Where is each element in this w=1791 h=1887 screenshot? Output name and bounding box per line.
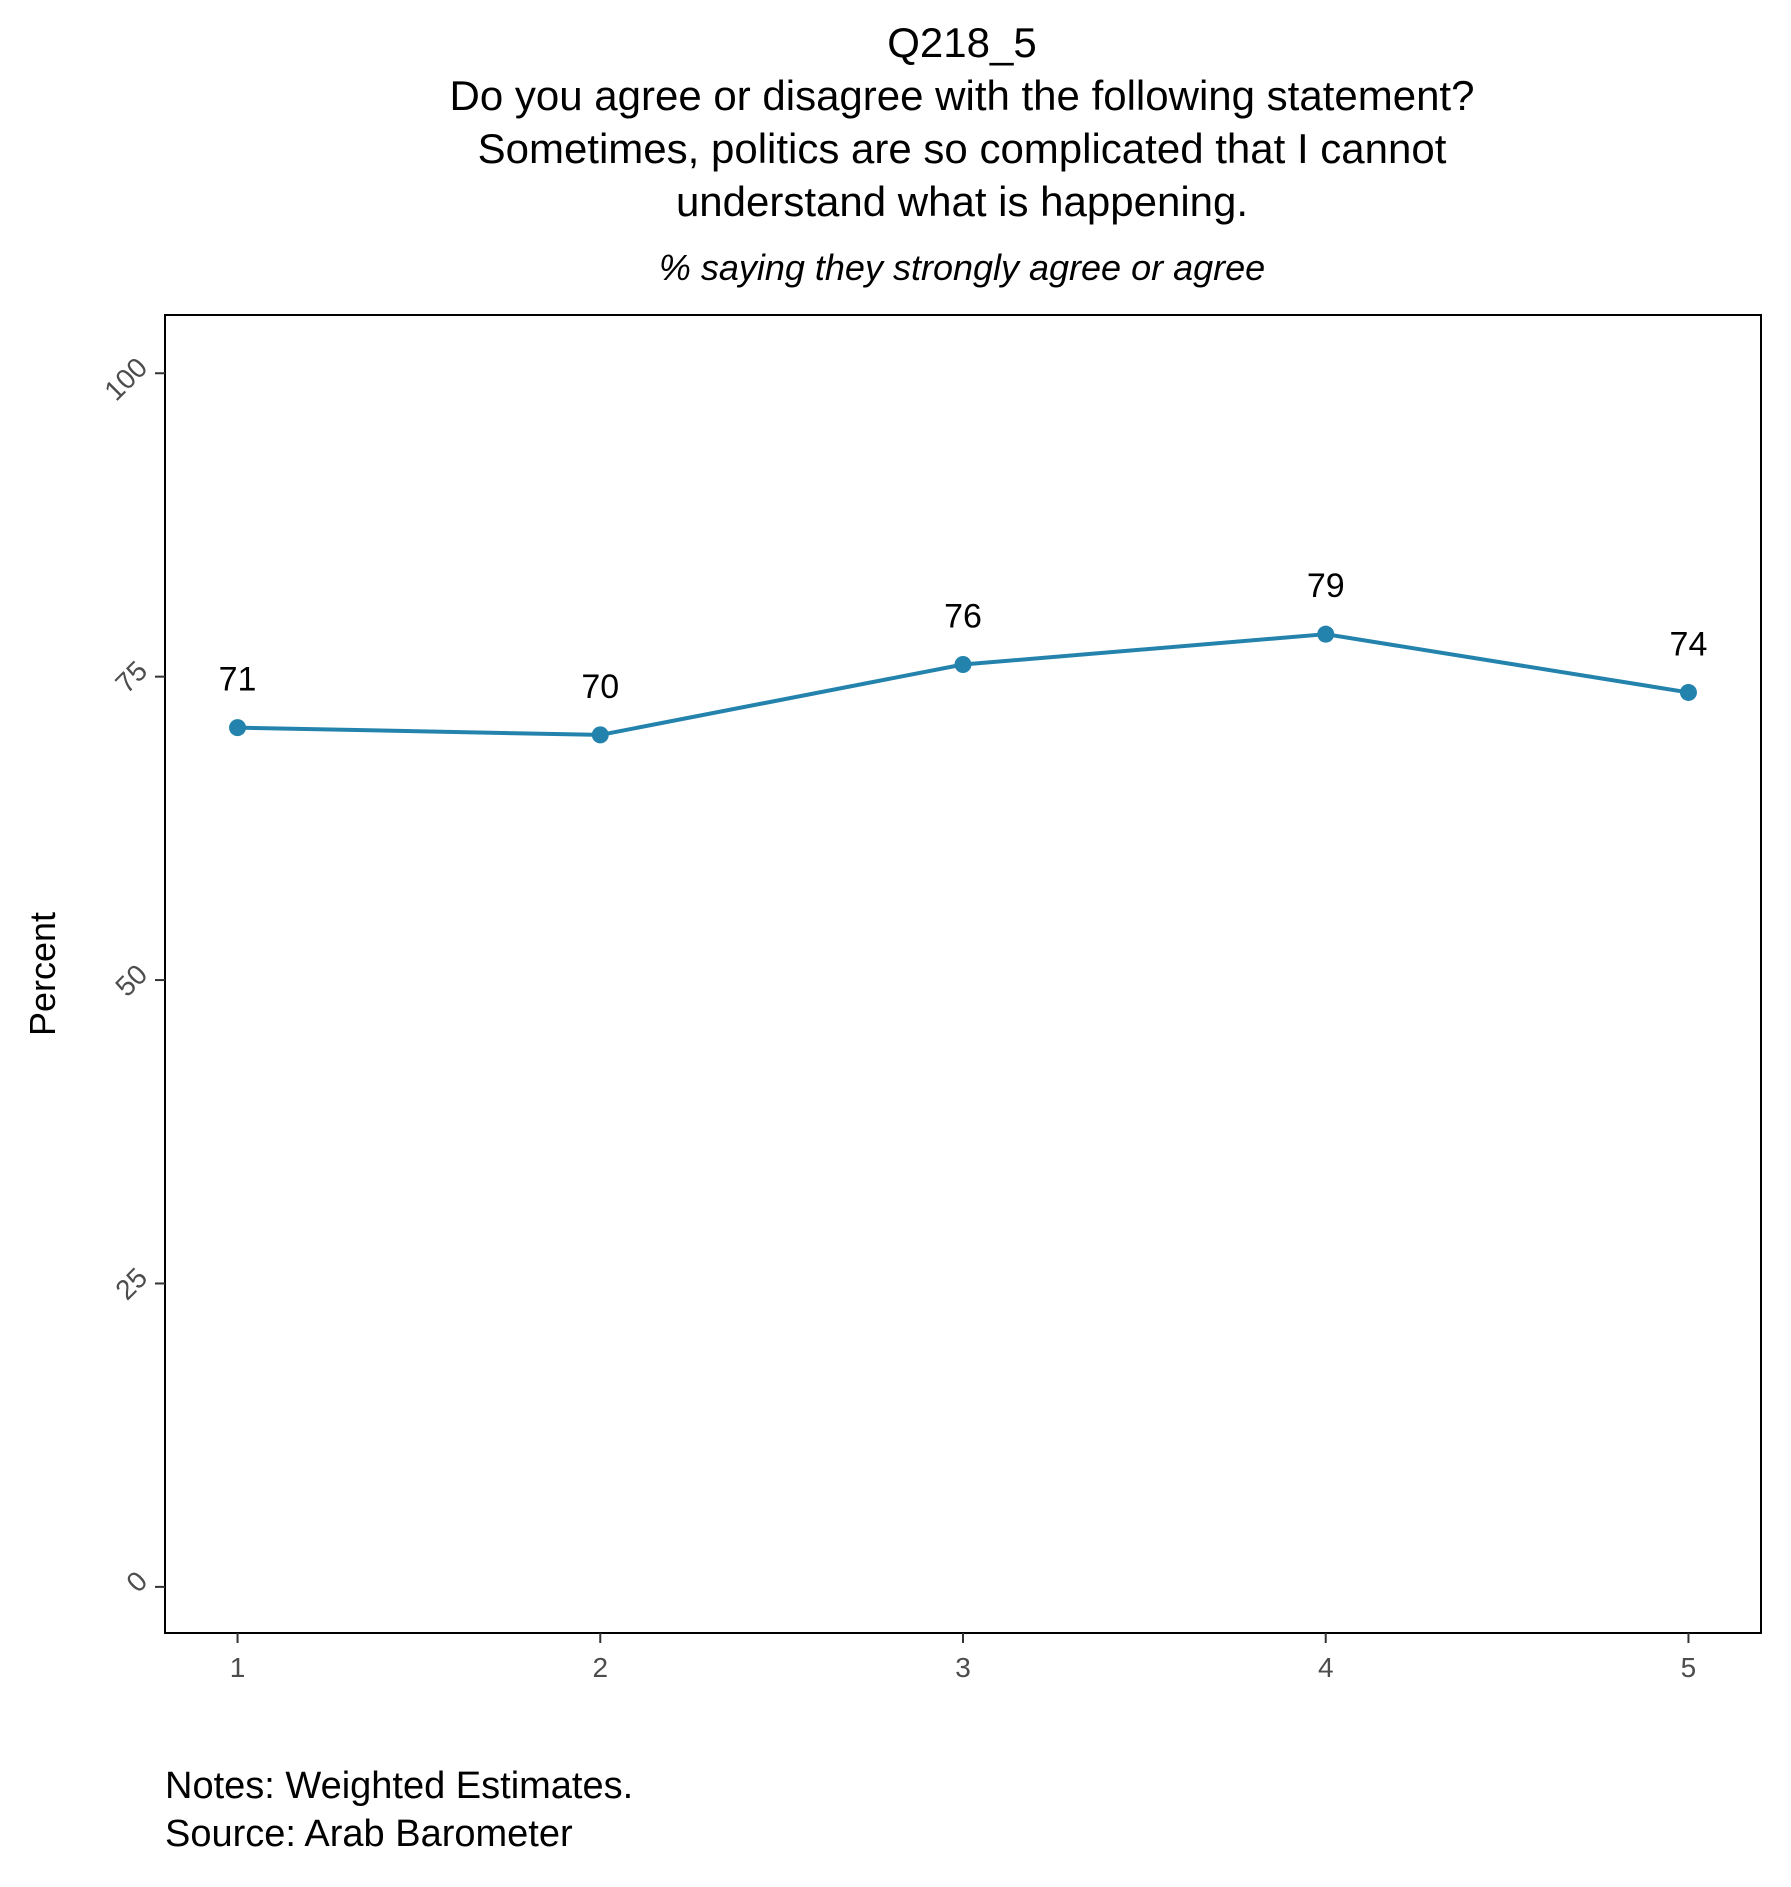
y-axis-label: Percent [22, 912, 63, 1036]
y-tick-label: 0 [120, 1565, 153, 1598]
x-tick-label: 1 [230, 1652, 246, 1683]
chart-title-line: Do you agree or disagree with the follow… [450, 72, 1475, 119]
chart-title-line: understand what is happening. [676, 178, 1248, 225]
chart-title-line: Q218_5 [887, 19, 1036, 66]
data-label: 74 [1670, 625, 1708, 663]
y-tick-label: 50 [109, 958, 153, 1002]
data-point [1317, 625, 1335, 643]
data-label: 71 [219, 661, 257, 699]
data-label: 79 [1307, 567, 1345, 605]
plot-panel [164, 314, 1762, 1634]
data-labels: 71 70 76 79 74 [219, 567, 1708, 706]
x-tick-label: 4 [1318, 1652, 1334, 1683]
x-tick-label: 2 [592, 1652, 608, 1683]
x-tick-label: 3 [955, 1652, 971, 1683]
x-axis: 1 2 3 4 5 [230, 1633, 1696, 1683]
chart-title: Q218_5 Do you agree or disagree with the… [450, 19, 1475, 225]
x-tick-label: 5 [1681, 1652, 1697, 1683]
chart-source: Source: Arab Barometer [165, 1813, 573, 1855]
data-label: 70 [581, 668, 619, 706]
series-line-group [229, 625, 1697, 744]
chart-title-line: Sometimes, politics are so complicated t… [478, 125, 1447, 172]
y-tick-label: 100 [98, 352, 153, 407]
data-point [1679, 683, 1697, 701]
data-point [591, 726, 609, 744]
data-point [954, 656, 972, 674]
chart-note: Notes: Weighted Estimates. [165, 1765, 633, 1807]
y-tick-label: 25 [109, 1262, 153, 1306]
data-label: 76 [944, 598, 982, 636]
y-tick-label: 75 [109, 655, 153, 699]
chart-subtitle: % saying they strongly agree or agree [659, 247, 1265, 288]
data-point [229, 719, 247, 737]
y-axis: 0 25 50 75 100 [98, 352, 165, 1598]
